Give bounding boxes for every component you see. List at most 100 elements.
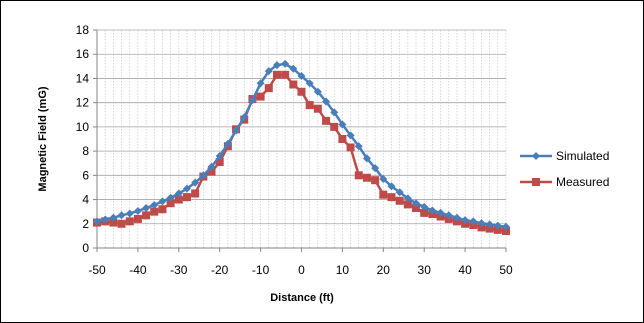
- data-point-simulated: [420, 202, 429, 211]
- data-point-simulated: [346, 131, 355, 140]
- data-point-simulated: [354, 142, 363, 151]
- data-point-simulated: [207, 162, 216, 171]
- data-point-simulated: [452, 213, 461, 222]
- data-point-measured: [182, 193, 191, 202]
- data-point-measured: [313, 104, 322, 113]
- data-point-measured: [379, 190, 388, 199]
- data-point-measured: [420, 208, 429, 217]
- data-point-simulated: [461, 216, 470, 225]
- data-point-measured: [322, 116, 331, 125]
- data-point-simulated: [223, 139, 232, 148]
- x-tick-label: 50: [499, 263, 513, 277]
- data-point-simulated: [174, 189, 183, 198]
- y-tick-label: 0: [82, 241, 89, 255]
- legend: Simulated Measured: [520, 149, 609, 189]
- x-tick-label: -20: [211, 263, 229, 277]
- x-tick-label: -30: [170, 263, 188, 277]
- data-point-measured: [117, 219, 126, 228]
- data-point-measured: [354, 171, 363, 180]
- data-point-measured: [109, 218, 118, 227]
- data-point-measured: [387, 193, 396, 202]
- data-point-simulated: [403, 194, 412, 203]
- y-tick-label: 6: [82, 168, 89, 182]
- x-tick-label: 0: [298, 263, 305, 277]
- data-point-simulated: [215, 151, 224, 160]
- data-point-simulated: [256, 79, 265, 88]
- data-point-measured: [502, 227, 510, 236]
- data-point-simulated: [150, 201, 159, 210]
- data-point-simulated: [412, 199, 421, 208]
- data-point-simulated: [297, 72, 306, 81]
- data-point-measured: [362, 173, 371, 182]
- data-point-simulated: [232, 126, 241, 135]
- data-point-simulated: [305, 79, 314, 88]
- data-point-simulated: [109, 213, 118, 222]
- data-point-measured: [371, 176, 380, 185]
- x-tick-label: -50: [88, 263, 106, 277]
- data-point-measured: [264, 84, 273, 93]
- data-point-measured: [477, 223, 486, 232]
- data-point-simulated: [142, 204, 151, 213]
- data-point-measured: [142, 211, 151, 220]
- data-point-simulated: [166, 193, 175, 202]
- data-point-measured: [272, 70, 281, 79]
- data-point-simulated: [289, 64, 298, 73]
- data-point-simulated: [477, 219, 486, 228]
- y-tick-label: 16: [76, 47, 90, 61]
- x-tick-label: -40: [129, 263, 147, 277]
- legend-marker-measured: [532, 178, 540, 186]
- data-point-simulated: [182, 184, 191, 193]
- y-tick-label: 10: [76, 120, 90, 134]
- x-axis-title: Distance (ft): [270, 292, 334, 304]
- data-point-simulated: [158, 197, 167, 206]
- data-point-measured: [191, 189, 200, 198]
- data-point-measured: [330, 122, 339, 131]
- data-point-simulated: [191, 178, 200, 187]
- data-point-simulated: [395, 188, 404, 197]
- data-point-measured: [297, 87, 306, 96]
- y-tick-label: 8: [82, 144, 89, 158]
- data-point-measured: [281, 70, 290, 79]
- legend-label-measured: Measured: [556, 175, 609, 189]
- data-point-simulated: [493, 221, 502, 230]
- data-point-simulated: [125, 209, 134, 218]
- legend-marker-simulated: [532, 152, 540, 160]
- data-point-measured: [207, 167, 216, 176]
- data-point-measured: [133, 214, 142, 223]
- series-simulated: [93, 59, 510, 231]
- data-point-simulated: [387, 182, 396, 191]
- series-layer: [93, 59, 510, 236]
- data-point-simulated: [371, 164, 380, 173]
- data-point-measured: [305, 101, 314, 110]
- data-point-measured: [493, 225, 502, 234]
- data-point-simulated: [379, 174, 388, 183]
- y-tick-label: 2: [82, 217, 89, 231]
- data-point-measured: [125, 217, 134, 226]
- y-tick-label: 18: [76, 23, 90, 37]
- y-tick-label: 14: [76, 71, 90, 85]
- x-tick-label: 30: [418, 263, 432, 277]
- data-point-measured: [150, 207, 159, 216]
- data-point-measured: [174, 195, 183, 204]
- data-point-simulated: [436, 208, 445, 217]
- data-point-measured: [395, 196, 404, 205]
- data-point-measured: [403, 200, 412, 209]
- x-tick-labels: -50 -40 -30 -20 -10 0 10 20 30 40 50: [88, 248, 513, 277]
- legend-item-simulated: Simulated: [520, 149, 609, 163]
- data-point-simulated: [444, 211, 453, 220]
- data-point-simulated: [117, 211, 126, 220]
- data-point-simulated: [338, 120, 347, 129]
- data-point-simulated: [93, 217, 101, 226]
- data-point-measured: [412, 204, 421, 213]
- data-point-measured: [485, 224, 494, 233]
- legend-item-measured: Measured: [520, 175, 609, 189]
- data-point-simulated: [313, 87, 322, 96]
- data-point-simulated: [485, 220, 494, 229]
- data-point-measured: [166, 199, 175, 208]
- data-point-simulated: [330, 108, 339, 117]
- y-tick-labels: 0 2 4 6 8 10 12 14 16 18: [76, 23, 97, 255]
- data-point-measured: [215, 158, 224, 167]
- data-point-simulated: [322, 97, 331, 106]
- legend-label-simulated: Simulated: [556, 149, 609, 163]
